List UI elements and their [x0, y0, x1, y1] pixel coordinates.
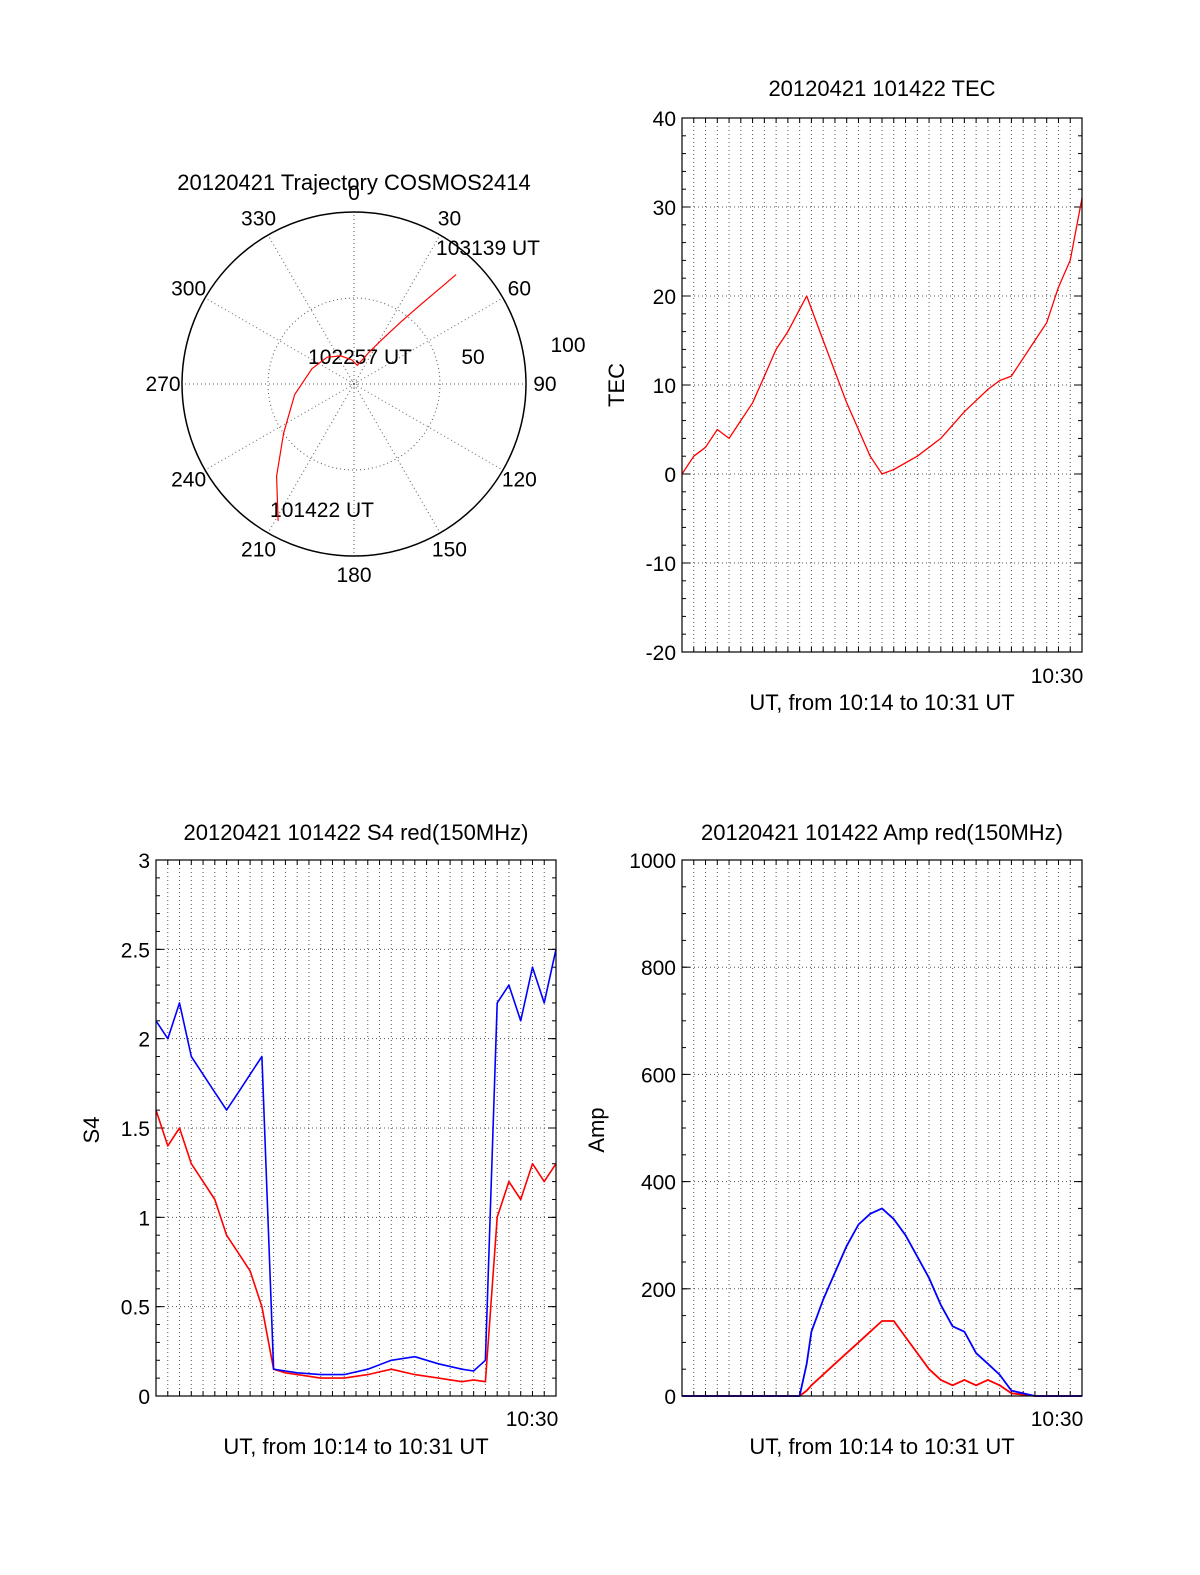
series-line-1 — [155, 949, 557, 1376]
polar-azimuth-label: 90 — [533, 373, 556, 396]
polar-time-annotation: 101422 UT — [270, 499, 374, 522]
polar-time-annotation: 103139 UT — [436, 237, 540, 260]
y-tick-label: 600 — [641, 1064, 676, 1087]
y-tick-label: 200 — [641, 1279, 676, 1302]
polar-center-ring — [350, 380, 358, 388]
amp-x-axis-label: UT, from 10:14 to 10:31 UT — [749, 1434, 1014, 1459]
polar-azimuth-label: 240 — [171, 468, 206, 491]
polar-spoke-150 — [353, 383, 441, 534]
plot-frame — [155, 859, 557, 1397]
s4-y-axis-label: S4 — [79, 1117, 104, 1144]
series-line-0 — [155, 1109, 557, 1383]
polar-spoke-240 — [204, 383, 355, 471]
tec-chart: 20120421 101422 TEC -20 -10 0 10 20 30 40 UT, … — [604, 76, 1083, 715]
polar-spoke-210 — [267, 383, 355, 534]
polar-spoke-330 — [267, 234, 355, 385]
s4-chart-title: 20120421 101422 S4 red(150MHz) — [184, 820, 529, 845]
tec-x-axis-label: UT, from 10:14 to 10:31 UT — [749, 690, 1014, 715]
polar-spoke-300 — [204, 297, 355, 385]
polar-azimuth-label: 210 — [241, 538, 276, 561]
polar-azimuth-label: 270 — [146, 373, 181, 396]
amp-y-axis-label: Amp — [584, 1107, 609, 1152]
tec-chart-title: 20120421 101422 TEC — [768, 76, 995, 101]
polar-labels: 0 30 60 90 120 150 180 210 240 270 300 330 50 100 1014… — [146, 182, 586, 587]
s4-x-tick-label: 10:30 — [506, 1408, 559, 1431]
plot-frame — [681, 859, 1083, 1397]
y-tick-label: 400 — [641, 1172, 676, 1195]
tec-plot-area: -20 -10 0 10 20 30 40 — [646, 108, 1083, 665]
polar-radial-label: 50 — [461, 346, 484, 369]
polar-azimuth-label: 150 — [432, 538, 467, 561]
amp-chart-title: 20120421 101422 Amp red(150MHz) — [701, 820, 1063, 845]
polar-chart-title: 20120421 Trajectory COSMOS2414 — [177, 170, 530, 195]
y-tick-label: -10 — [646, 553, 676, 576]
amp-x-tick-label: 10:30 — [1031, 1408, 1084, 1431]
tec-x-tick-label: 10:30 — [1031, 665, 1084, 688]
amp-chart: 20120421 101422 Amp red(150MHz) 0 200 400 6… — [584, 820, 1083, 1459]
s4-chart: 20120421 101422 S4 red(150MHz) 0 0.5 1 1.5 2… — [79, 820, 558, 1459]
y-tick-label: 1000 — [629, 850, 676, 873]
polar-azimuth-label: 30 — [438, 208, 461, 231]
polar-azimuth-label: 330 — [241, 208, 276, 231]
series-line-0 — [681, 197, 1083, 475]
polar-azimuth-label: 120 — [502, 468, 537, 491]
y-tick-label: 2 — [138, 1029, 150, 1052]
polar-trajectory-line — [275, 274, 457, 521]
y-tick-label: 1 — [138, 1207, 150, 1230]
y-tick-label: 0.5 — [121, 1297, 150, 1320]
polar-spoke-60 — [353, 297, 504, 385]
polar-grid — [181, 211, 527, 557]
amp-plot-area: 0 200 400 600 800 1000 — [629, 850, 1083, 1409]
plot-frame — [681, 117, 1083, 653]
y-tick-label: 0 — [138, 1386, 150, 1409]
y-tick-label: 10 — [653, 375, 676, 398]
polar-azimuth-label: 0 — [348, 182, 360, 205]
polar-trajectory-chart: 20120421 Trajectory COSMOS2414 0 30 60 90 12… — [146, 170, 586, 587]
y-tick-label: 1.5 — [121, 1118, 150, 1141]
polar-outer-circle — [181, 211, 527, 557]
y-tick-label: 40 — [653, 108, 676, 131]
y-tick-label: -20 — [646, 642, 676, 665]
polar-radial-label: 100 — [550, 334, 585, 357]
polar-spoke-30 — [353, 234, 441, 385]
s4-plot-area: 0 0.5 1 1.5 2 2.5 3 — [121, 850, 557, 1409]
tec-y-axis-label: TEC — [604, 363, 629, 407]
y-tick-label: 30 — [653, 197, 676, 220]
polar-azimuth-label: 300 — [171, 278, 206, 301]
y-tick-label: 800 — [641, 957, 676, 980]
polar-series — [275, 274, 457, 521]
y-tick-label: 0 — [664, 1386, 676, 1409]
y-tick-label: 20 — [653, 286, 676, 309]
polar-spoke-120 — [353, 383, 504, 471]
y-tick-label: 0 — [664, 464, 676, 487]
polar-ring-50 — [267, 297, 441, 471]
s4-x-axis-label: UT, from 10:14 to 10:31 UT — [223, 1434, 488, 1459]
polar-time-annotation: 102257 UT — [308, 346, 412, 369]
y-tick-label: 3 — [138, 850, 150, 873]
polar-azimuth-label: 180 — [336, 564, 371, 587]
polar-azimuth-label: 60 — [508, 278, 531, 301]
y-tick-label: 2.5 — [121, 939, 150, 962]
